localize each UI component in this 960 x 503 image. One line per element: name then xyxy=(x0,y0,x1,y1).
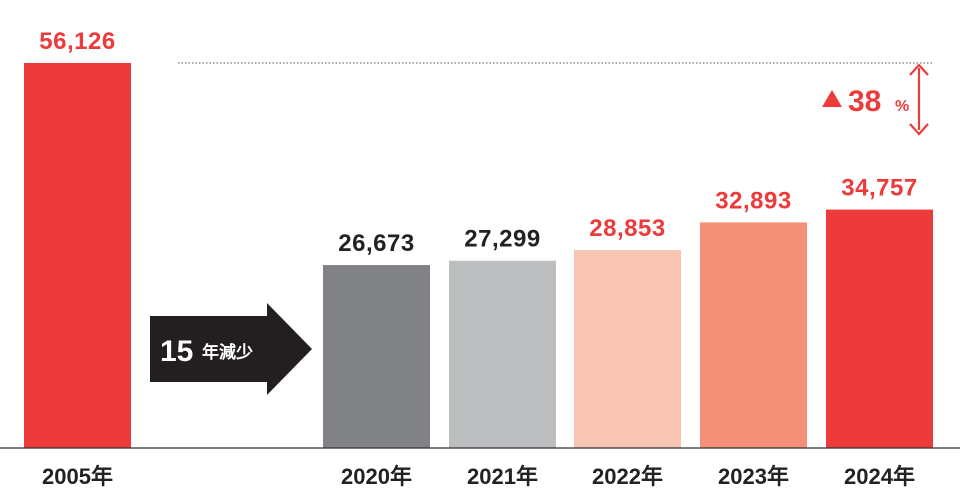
gap-arrow-number: 15 xyxy=(160,335,193,368)
change-value: 38 xyxy=(848,85,881,118)
change-unit: % xyxy=(895,98,909,115)
bars-group xyxy=(24,63,933,448)
x-tick-label: 2024年 xyxy=(844,464,915,489)
double-arrow-head-bottom xyxy=(909,123,929,136)
x-ticks-group: 2005年 2020年 2021年 2022年 2023年 2024年 xyxy=(42,464,915,489)
double-arrow-head-top xyxy=(909,63,929,76)
bar-2005年 xyxy=(24,63,131,448)
gap-arrow-shape xyxy=(150,303,312,395)
up-triangle-icon xyxy=(822,90,842,107)
bar-2021年 xyxy=(449,260,556,448)
value-label: 56,126 xyxy=(39,28,115,55)
x-tick-label: 2020年 xyxy=(341,464,412,489)
bar-2022年 xyxy=(574,250,681,448)
bar-2020年 xyxy=(323,265,430,448)
value-label: 34,757 xyxy=(841,175,917,202)
gap-arrow-text: 年減少 xyxy=(202,342,253,363)
value-labels-group: 56,126 26,673 27,299 28,853 32,893 34,757 xyxy=(39,28,917,257)
x-tick-label: 2021年 xyxy=(467,464,538,489)
value-label: 32,893 xyxy=(715,187,791,214)
bar-2024年 xyxy=(826,209,933,448)
x-tick-label: 2022年 xyxy=(592,464,663,489)
value-label: 27,299 xyxy=(464,226,540,253)
value-label: 26,673 xyxy=(338,230,414,257)
change-annotation: 38 % xyxy=(822,63,929,136)
gap-arrow: 15 年減少 xyxy=(150,303,312,395)
value-label: 28,853 xyxy=(589,215,665,242)
x-tick-label: 2023年 xyxy=(718,464,789,489)
bar-2023年 xyxy=(700,222,807,448)
x-tick-label: 2005年 xyxy=(42,464,113,489)
